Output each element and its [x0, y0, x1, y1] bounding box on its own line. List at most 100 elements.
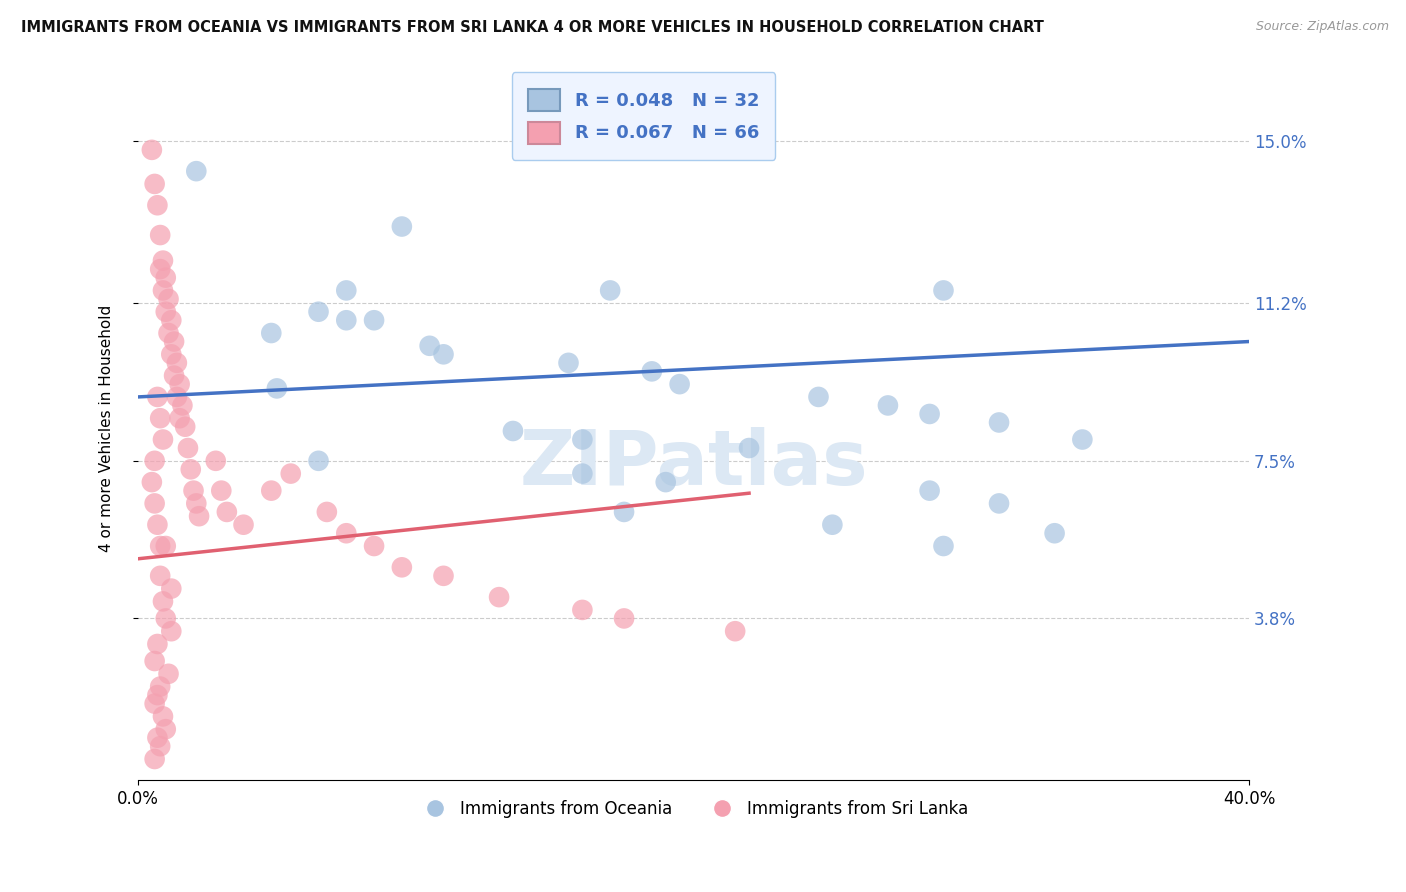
Point — [807, 390, 830, 404]
Point — [160, 624, 183, 639]
Text: IMMIGRANTS FROM OCEANIA VS IMMIGRANTS FROM SRI LANKA 4 OR MORE VEHICLES IN HOUSE: IMMIGRANTS FROM OCEANIA VS IMMIGRANTS FR… — [21, 20, 1045, 35]
Point — [155, 611, 177, 625]
Y-axis label: 4 or more Vehicles in Household: 4 or more Vehicles in Household — [100, 305, 114, 552]
Point — [432, 347, 454, 361]
Point — [143, 177, 166, 191]
Point — [155, 539, 177, 553]
Point — [146, 517, 169, 532]
Point — [668, 377, 690, 392]
Point — [149, 262, 172, 277]
Point — [877, 399, 900, 413]
Point — [488, 590, 510, 604]
Point — [169, 411, 191, 425]
Point — [169, 377, 191, 392]
Point — [152, 709, 174, 723]
Point — [266, 381, 288, 395]
Point — [160, 582, 183, 596]
Point — [149, 411, 172, 425]
Point — [932, 539, 955, 553]
Point — [391, 219, 413, 234]
Point — [571, 603, 593, 617]
Point — [335, 526, 357, 541]
Point — [391, 560, 413, 574]
Point — [335, 313, 357, 327]
Point — [143, 496, 166, 510]
Point — [1071, 433, 1094, 447]
Point — [143, 752, 166, 766]
Point — [174, 419, 197, 434]
Point — [146, 198, 169, 212]
Point — [209, 483, 232, 498]
Text: ZIPatlas: ZIPatlas — [519, 427, 868, 501]
Point — [155, 304, 177, 318]
Point — [557, 356, 579, 370]
Point — [918, 483, 941, 498]
Point — [149, 539, 172, 553]
Point — [160, 313, 183, 327]
Point — [599, 284, 621, 298]
Point — [308, 304, 330, 318]
Point — [363, 539, 385, 553]
Point — [280, 467, 302, 481]
Point — [1043, 526, 1066, 541]
Point — [186, 496, 208, 510]
Point — [183, 483, 205, 498]
Point — [155, 722, 177, 736]
Point — [335, 284, 357, 298]
Point — [432, 569, 454, 583]
Point — [141, 475, 163, 489]
Point — [641, 364, 664, 378]
Point — [146, 688, 169, 702]
Legend: Immigrants from Oceania, Immigrants from Sri Lanka: Immigrants from Oceania, Immigrants from… — [412, 793, 976, 825]
Point — [502, 424, 524, 438]
Point — [157, 666, 180, 681]
Point — [654, 475, 676, 489]
Point — [932, 284, 955, 298]
Point — [146, 390, 169, 404]
Point — [163, 334, 186, 349]
Point — [157, 292, 180, 306]
Point — [724, 624, 747, 639]
Point — [160, 347, 183, 361]
Point — [260, 326, 283, 340]
Point — [143, 454, 166, 468]
Point — [152, 253, 174, 268]
Point — [232, 517, 254, 532]
Point — [177, 441, 200, 455]
Point — [260, 483, 283, 498]
Point — [180, 462, 202, 476]
Text: Source: ZipAtlas.com: Source: ZipAtlas.com — [1256, 20, 1389, 33]
Point — [141, 143, 163, 157]
Point — [738, 441, 761, 455]
Point — [613, 611, 636, 625]
Point — [613, 505, 636, 519]
Point — [146, 637, 169, 651]
Point — [143, 654, 166, 668]
Point — [152, 433, 174, 447]
Point — [571, 467, 593, 481]
Point — [152, 594, 174, 608]
Point — [172, 399, 194, 413]
Point — [988, 496, 1011, 510]
Point — [166, 356, 188, 370]
Point — [918, 407, 941, 421]
Point — [152, 284, 174, 298]
Point — [188, 509, 211, 524]
Point — [988, 416, 1011, 430]
Point — [149, 569, 172, 583]
Point — [186, 164, 208, 178]
Point — [149, 680, 172, 694]
Point — [315, 505, 337, 519]
Point — [157, 326, 180, 340]
Point — [419, 339, 441, 353]
Point — [155, 270, 177, 285]
Point — [308, 454, 330, 468]
Point — [146, 731, 169, 745]
Point — [821, 517, 844, 532]
Point — [166, 390, 188, 404]
Point — [163, 368, 186, 383]
Point — [149, 739, 172, 754]
Point — [149, 228, 172, 243]
Point — [204, 454, 226, 468]
Point — [571, 433, 593, 447]
